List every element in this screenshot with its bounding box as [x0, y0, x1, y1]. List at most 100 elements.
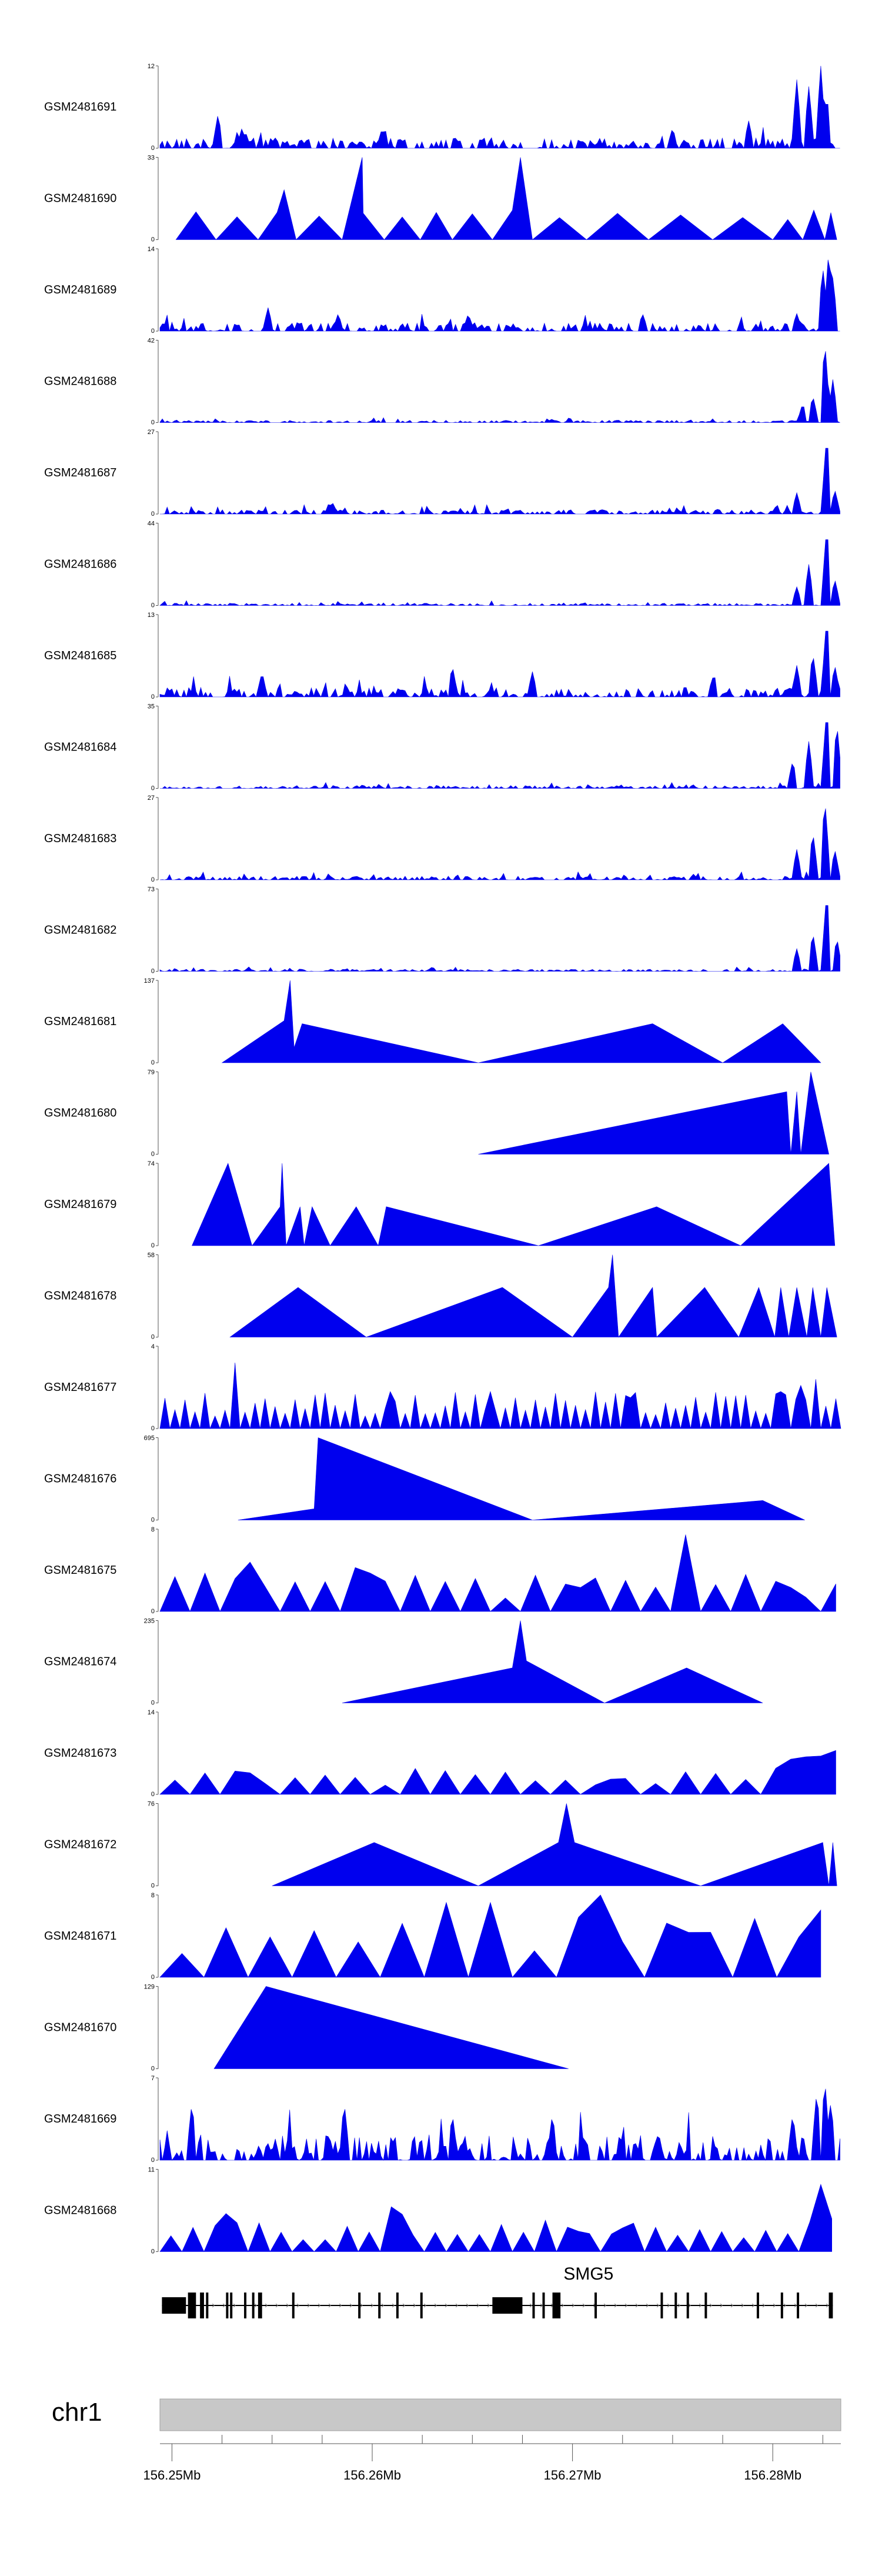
coverage-area: [159, 1894, 821, 1978]
y-tick-label-max: 12: [148, 63, 155, 70]
exon: [420, 2293, 423, 2318]
exon: [756, 2293, 759, 2318]
track-label: GSM2481677: [44, 1381, 116, 1394]
track-label: GSM2481670: [44, 2021, 116, 2034]
strand-arrow-icon: [646, 2303, 649, 2308]
coverage-area: [272, 1803, 837, 1886]
exon: [258, 2293, 262, 2318]
coverage-area: [160, 448, 840, 515]
track-label: GSM2481681: [44, 1015, 116, 1028]
strand-arrow-icon: [751, 2303, 754, 2308]
strand-arrow-icon: [804, 2303, 807, 2308]
track-GSM2481674: GSM2481674 235 0: [44, 1618, 763, 1707]
y-tick-label-max: 76: [148, 1801, 155, 1808]
y-tick-label-zero: 0: [151, 145, 155, 152]
track-label: GSM2481683: [44, 832, 116, 845]
exon: [252, 2293, 255, 2318]
y-tick-label-zero: 0: [151, 1334, 155, 1341]
y-tick-label-zero: 0: [151, 1059, 155, 1066]
strand-arrow-icon: [572, 2303, 574, 2308]
track-GSM2481677: GSM2481677 4 0: [44, 1343, 841, 1432]
y-tick-label-zero: 0: [151, 1517, 155, 1524]
strand-arrow-icon: [265, 2303, 268, 2308]
exon: [532, 2293, 535, 2318]
y-tick-label-max: 74: [148, 1160, 155, 1167]
track-GSM2481678: GSM2481678 58 0: [44, 1252, 837, 1341]
y-tick-label-max: 7: [151, 2075, 155, 2082]
track-GSM2481676: GSM2481676 695 0: [44, 1435, 805, 1524]
y-tick-label-zero: 0: [151, 1151, 155, 1158]
strand-arrow-icon: [434, 2303, 437, 2308]
strand-arrow-icon: [635, 2303, 638, 2308]
strand-arrow-icon: [423, 2303, 426, 2308]
exon: [492, 2297, 523, 2314]
coverage-area: [159, 2088, 840, 2161]
exon: [162, 2297, 186, 2314]
track-GSM2481669: GSM2481669 7 0: [44, 2075, 840, 2164]
coverage-area: [159, 1362, 841, 1430]
exon: [704, 2293, 707, 2318]
coverage-area: [159, 2183, 832, 2253]
coverage-area: [159, 539, 840, 606]
exon: [200, 2293, 204, 2318]
track-label: GSM2481679: [44, 1198, 116, 1211]
coverage-area: [159, 1534, 836, 1612]
coverage-area: [159, 259, 840, 332]
strand-arrow-icon: [582, 2303, 585, 2308]
track-label: GSM2481686: [44, 558, 116, 571]
track-label: GSM2481676: [44, 1473, 116, 1486]
y-tick-label-zero: 0: [151, 2066, 155, 2073]
strand-arrow-icon: [402, 2303, 405, 2308]
strand-arrow-icon: [688, 2303, 691, 2308]
x-tick-label: 156.26Mb: [343, 2468, 401, 2482]
y-tick-label-zero: 0: [151, 236, 155, 243]
track-GSM2481679: GSM2481679 74 0: [44, 1160, 836, 1249]
y-tick-label-max: 14: [148, 246, 155, 253]
y-tick-label-zero: 0: [151, 1608, 155, 1615]
gene-name: SMG5: [563, 2264, 613, 2284]
y-tick-label-max: 8: [151, 1892, 155, 1899]
chromosome-label: chr1: [52, 2398, 102, 2427]
y-tick-label-zero: 0: [151, 1425, 155, 1432]
exon: [226, 2293, 229, 2318]
strand-arrow-icon: [773, 2303, 776, 2308]
exon: [292, 2293, 295, 2318]
exon: [660, 2293, 663, 2318]
y-tick-label-zero: 0: [151, 328, 155, 335]
strand-arrow-icon: [487, 2303, 490, 2308]
strand-arrow-icon: [381, 2303, 384, 2308]
strand-arrow-icon: [307, 2303, 310, 2308]
y-tick-label-max: 4: [151, 1343, 155, 1350]
strand-arrow-icon: [656, 2303, 659, 2308]
track-label: GSM2481685: [44, 649, 116, 662]
y-tick-label-max: 73: [148, 886, 155, 893]
exon: [378, 2293, 381, 2318]
strand-arrow-icon: [699, 2303, 701, 2308]
strand-arrow-icon: [339, 2303, 342, 2308]
y-tick-label-zero: 0: [151, 1791, 155, 1798]
y-tick-label-zero: 0: [151, 785, 155, 792]
track-label: GSM2481671: [44, 1930, 116, 1943]
strand-arrow-icon: [318, 2303, 320, 2308]
strand-arrow-icon: [667, 2303, 670, 2308]
strand-arrow-icon: [212, 2303, 215, 2308]
coverage-area: [159, 1750, 836, 1795]
y-tick-label-max: 129: [144, 1984, 155, 1991]
track-label: GSM2481674: [44, 1656, 116, 1669]
strand-arrow-icon: [360, 2303, 363, 2308]
track-label: GSM2481688: [44, 375, 116, 388]
track-GSM2481680: GSM2481680 79 0: [44, 1069, 829, 1158]
track-GSM2481668: GSM2481668 11 0: [44, 2167, 832, 2255]
strand-arrow-icon: [233, 2303, 236, 2308]
y-tick-label-zero: 0: [151, 1700, 155, 1707]
strand-arrow-icon: [741, 2303, 744, 2308]
track-label: GSM2481669: [44, 2113, 116, 2125]
exon: [797, 2293, 800, 2318]
coverage-area: [478, 1072, 829, 1154]
x-tick-label: 156.25Mb: [143, 2468, 201, 2482]
coverage-area: [159, 905, 840, 972]
track-label: GSM2481687: [44, 466, 116, 479]
y-tick-label-zero: 0: [151, 510, 155, 518]
track-label: GSM2481675: [44, 1564, 116, 1577]
